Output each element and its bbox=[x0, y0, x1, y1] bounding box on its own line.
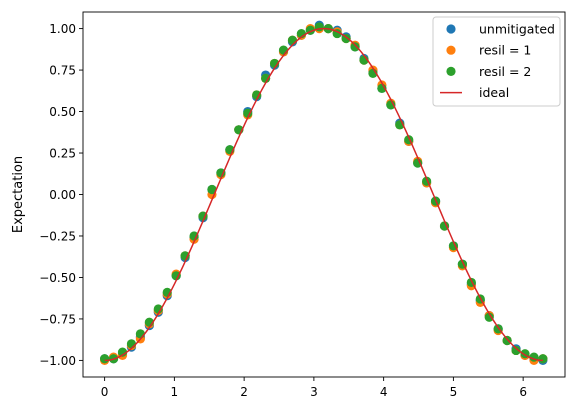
legend-label: resil = 1 bbox=[479, 43, 531, 58]
legend-marker bbox=[446, 66, 456, 76]
y-axis-label: Expectation bbox=[11, 156, 26, 233]
x-tick-label: 3 bbox=[310, 385, 318, 399]
legend-marker bbox=[446, 45, 456, 55]
y-axis-ticks: 1.00 0.75 0.50 0.25 0.00 −0.25 −0.50 −0.75 −1.00 bbox=[39, 22, 83, 368]
x-axis-ticks: 0 1 2 3 4 5 6 bbox=[101, 377, 527, 399]
data-point bbox=[502, 335, 512, 346]
data-point bbox=[117, 347, 128, 357]
data-point bbox=[207, 184, 217, 195]
data-point bbox=[484, 312, 494, 322]
legend-marker bbox=[446, 24, 456, 34]
series-resil-2 bbox=[100, 22, 548, 364]
y-tick-label: 0.25 bbox=[49, 147, 76, 161]
data-point bbox=[252, 90, 262, 100]
x-tick-label: 6 bbox=[519, 385, 527, 399]
data-point bbox=[439, 221, 450, 231]
legend-label: ideal bbox=[479, 85, 509, 100]
x-tick-label: 4 bbox=[380, 385, 388, 399]
legend-box bbox=[432, 16, 561, 107]
ideal-line bbox=[104, 27, 543, 362]
data-point bbox=[216, 168, 226, 178]
data-point bbox=[261, 73, 271, 83]
legend-label: resil = 2 bbox=[479, 64, 531, 79]
y-tick-label: 0.50 bbox=[49, 105, 76, 119]
y-tick-label: 0.00 bbox=[49, 188, 76, 202]
x-tick-label: 2 bbox=[240, 385, 248, 399]
data-point bbox=[126, 339, 137, 349]
y-tick-label: 1.00 bbox=[49, 22, 76, 36]
data-point bbox=[350, 42, 360, 52]
data-point bbox=[511, 345, 521, 356]
data-point bbox=[135, 329, 146, 339]
data-point bbox=[278, 45, 289, 55]
x-tick-label: 1 bbox=[171, 385, 179, 399]
y-tick-label: −0.25 bbox=[39, 229, 76, 243]
x-tick-label: 0 bbox=[101, 385, 109, 399]
y-tick-label: −1.00 bbox=[39, 354, 76, 368]
y-tick-label: −0.75 bbox=[39, 312, 76, 326]
x-tick-label: 5 bbox=[450, 385, 458, 399]
plot-area bbox=[100, 20, 548, 366]
data-point bbox=[287, 35, 298, 45]
data-point bbox=[538, 354, 548, 364]
data-point bbox=[171, 271, 181, 281]
y-tick-label: −0.50 bbox=[39, 271, 76, 285]
plot-frame bbox=[82, 11, 566, 378]
data-point bbox=[100, 354, 110, 364]
data-point bbox=[413, 158, 423, 168]
legend-label: unmitigated bbox=[479, 22, 555, 37]
legend: unmitigated resil = 1 resil = 2 ideal bbox=[432, 16, 561, 107]
data-point bbox=[243, 108, 253, 118]
y-tick-label: 0.75 bbox=[49, 64, 76, 78]
